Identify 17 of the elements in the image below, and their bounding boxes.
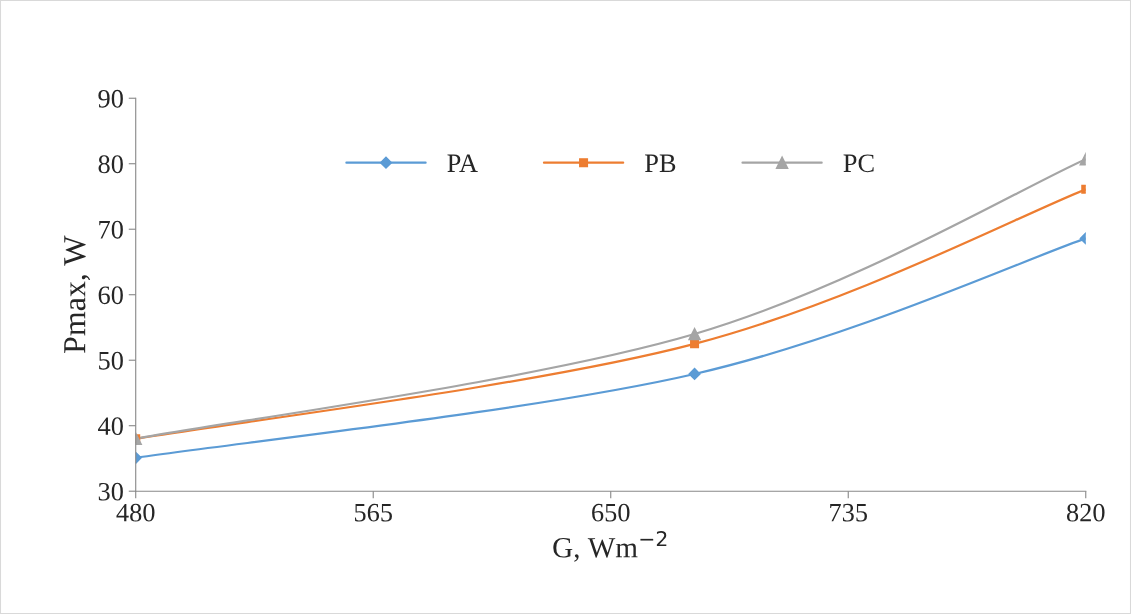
y-tick-label: 80 (98, 155, 123, 174)
x-tick-label: 565 (354, 503, 392, 522)
x-tick-label: 735 (830, 503, 868, 522)
y-tick-label: 90 (98, 89, 123, 108)
x-tick-label: 820 (1066, 503, 1105, 522)
x-tick-label: 480 (116, 503, 155, 522)
y-tick-label: 30 (98, 482, 123, 501)
legend-label: PB (645, 154, 676, 172)
x-axis-title: G, Wm$^{−2}$ (553, 530, 667, 562)
x-tick-label: 650 (592, 503, 630, 522)
y-axis-title: Pmax, W (64, 235, 91, 353)
legend-label: PA (447, 154, 478, 172)
y-tick-label: 50 (99, 351, 123, 370)
y-tick-label: 70 (99, 220, 123, 239)
y-tick-label: 40 (98, 417, 123, 436)
y-tick-label: 60 (98, 286, 123, 305)
legend-label: PC (843, 154, 874, 173)
